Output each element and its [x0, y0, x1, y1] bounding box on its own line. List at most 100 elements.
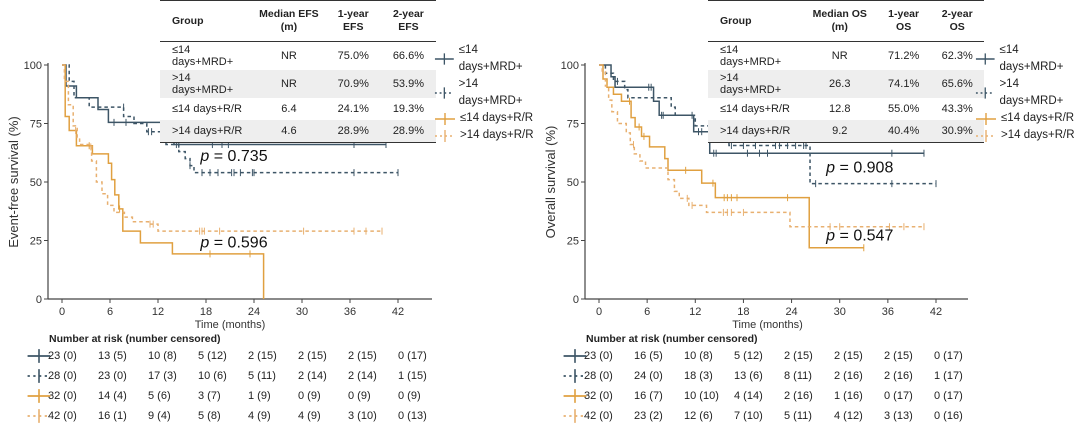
cell-group: ≤14 days+R/R [720, 103, 790, 115]
y-axis-label: Event-free survival (%) [6, 116, 21, 247]
table-row: >14 days+MRD+ NR 70.9% 53.9% [160, 70, 436, 98]
risk-cell: 13 (6) [734, 370, 763, 382]
km-series-1 [599, 64, 937, 188]
risk-cell: 4 (9) [298, 410, 321, 422]
x-tick-label: 30 [834, 306, 846, 318]
efs-km-plot: 0 25 50 75 100 0 6 12 18 24 30 36 42 Time (months) Eve… [6, 60, 432, 331]
risk-cell: 16 (7) [634, 390, 663, 402]
risk-cell: 5 (11) [784, 410, 812, 422]
risk-cell: 1 (15) [398, 370, 427, 382]
legend-item: ≤14 days+R/R [975, 110, 1080, 127]
risk-cell: 1 (9) [248, 390, 271, 402]
os-legend: ≤14 days+MRD+ >14 days+MRD+ ≤14 days+R/R >1… [975, 42, 1080, 144]
legend-item: ≤14 days+MRD+ [975, 42, 1080, 76]
cell-1year: 55.0% [888, 103, 920, 115]
risk-cell: 4 (9) [248, 410, 271, 422]
risk-cell: 5 (6) [148, 390, 171, 402]
risk-cell: 12 (6) [684, 410, 713, 422]
cell-2year: 53.9% [380, 70, 436, 98]
cell-group: ≤14 days+R/R [172, 103, 242, 115]
x-axis-label: Time (months) [195, 319, 266, 331]
km-series-2 [599, 64, 865, 252]
cell-median: 6.4 [281, 103, 297, 115]
y-tick-label: 25 [567, 236, 579, 248]
cell-2year: 62.3% [941, 50, 973, 62]
x-tick-label: 0 [596, 306, 602, 318]
legend-item: ≤14 days+R/R [434, 110, 540, 127]
risk-table-row: 23 (0) 13 (5) 10 (8) 5 (12) 2 (15) 2 (15) 2 (1… [0, 349, 540, 370]
risk-cell: 23 (0) [584, 350, 613, 362]
table-row: ≤14 days+R/R 6.4 24.1% 19.3% [160, 98, 436, 120]
cell-median: 12.8 [829, 103, 851, 115]
x-tick-label: 12 [152, 306, 164, 318]
cell-group: >14 days+MRD+ [708, 70, 803, 98]
table-row: ≤14 days+MRD+ NR 71.2% 62.3% [708, 42, 984, 71]
header-median: Median EFS (m) [252, 0, 326, 42]
solid-censor-line-icon [975, 53, 995, 65]
legend-item: >14 days+R/R [975, 127, 1080, 144]
risk-table-row: 42 (0) 16 (1) 9 (4) 5 (8) 4 (9) 4 (9) 3 (10) 0 … [0, 409, 540, 430]
risk-cell: 4 (14) [734, 390, 763, 402]
risk-cell: 2 (16) [784, 390, 813, 402]
risk-cell: 0 (9) [298, 390, 321, 402]
os-panel: 0 25 50 75 100 0 6 12 18 24 30 36 42 Time (months) Ove… [540, 0, 1080, 443]
risk-cell: 28 (0) [48, 370, 77, 382]
dashed-censor-line-icon [975, 87, 995, 99]
risk-cell: 28 (0) [584, 370, 613, 382]
legend-item: >14 days+MRD+ [975, 76, 1080, 110]
risk-cell: 5 (12) [734, 350, 763, 362]
risk-cell: 2 (15) [834, 350, 863, 362]
km-series-0 [599, 64, 925, 157]
cell-group: ≤14 days+MRD+ [172, 44, 234, 68]
risk-cell: 2 (15) [298, 350, 327, 362]
x-tick-label: 18 [737, 306, 749, 318]
x-tick-label: 6 [107, 306, 113, 318]
x-tick-label: 0 [59, 306, 65, 318]
risk-cell: 2 (15) [884, 350, 913, 362]
y-tick-label: 50 [30, 177, 42, 189]
table-row: >14 days+MRD+ 26.3 74.1% 65.6% [708, 70, 984, 98]
efs-summary-table: Group Median EFS (m) 1-year EFS 2-year E… [160, 0, 436, 143]
cell-2year: 28.9% [380, 120, 436, 143]
efs-risk-title: Number at risk (number censored) [49, 333, 221, 345]
cell-2year: 66.6% [392, 50, 425, 62]
y-tick-label: 75 [30, 119, 42, 131]
os-summary-table: Group Median OS (m) 1-year OS 2-year OS … [708, 0, 984, 143]
risk-cell: 0 (9) [348, 390, 371, 402]
cell-1year: 70.9% [325, 70, 381, 98]
solid-censor-line-icon [563, 349, 587, 363]
risk-cell: 5 (8) [198, 410, 221, 422]
dashed-censor-line-icon [563, 369, 587, 383]
y-tick-label: 0 [573, 294, 579, 306]
risk-cell: 2 (14) [348, 370, 377, 382]
km-curve [62, 64, 382, 232]
table-row: >14 days+R/R 4.6 28.9% 28.9% [160, 120, 436, 143]
y-tick-label: 0 [36, 294, 42, 306]
risk-cell: 32 (0) [584, 390, 613, 402]
legend-label: >14 days+MRD+ [458, 78, 523, 107]
solid-censor-line-icon [27, 349, 51, 363]
risk-table-row: 23 (0) 16 (5) 10 (8) 5 (12) 2 (15) 2 (15) 2 (1… [540, 349, 1080, 370]
risk-table-row: 28 (0) 23 (0) 17 (3) 10 (6) 5 (11) 2 (14) 2 (1… [0, 369, 540, 390]
legend-label: ≤14 days+MRD+ [999, 44, 1064, 73]
risk-cell: 2 (15) [248, 350, 277, 362]
km-curve [599, 64, 936, 185]
cell-group: >14 days+R/R [708, 120, 803, 143]
dashed-censor-line-icon [27, 369, 51, 383]
cell-median: 9.2 [802, 120, 877, 143]
x-tick-label: 36 [344, 306, 356, 318]
p-value-annotation: p = 0.596 [199, 235, 267, 252]
risk-cell: 1 (17) [934, 370, 963, 382]
legend-label: >14 days+MRD+ [999, 78, 1064, 107]
km-curve [62, 64, 398, 174]
legend-item: >14 days+R/R [434, 127, 540, 144]
x-tick-label: 6 [644, 306, 650, 318]
x-tick-label: 30 [296, 306, 308, 318]
legend-label: ≤14 days+MRD+ [458, 44, 523, 73]
solid-censor-line-icon [434, 53, 454, 65]
risk-table-row: 42 (0) 23 (2) 12 (6) 7 (10) 5 (11) 4 (12) 3 (1… [540, 409, 1080, 430]
risk-cell: 32 (0) [48, 390, 77, 402]
header-2year: 2-year EFS [380, 0, 436, 42]
risk-cell: 0 (17) [398, 350, 427, 362]
risk-cell: 8 (11) [784, 370, 812, 382]
